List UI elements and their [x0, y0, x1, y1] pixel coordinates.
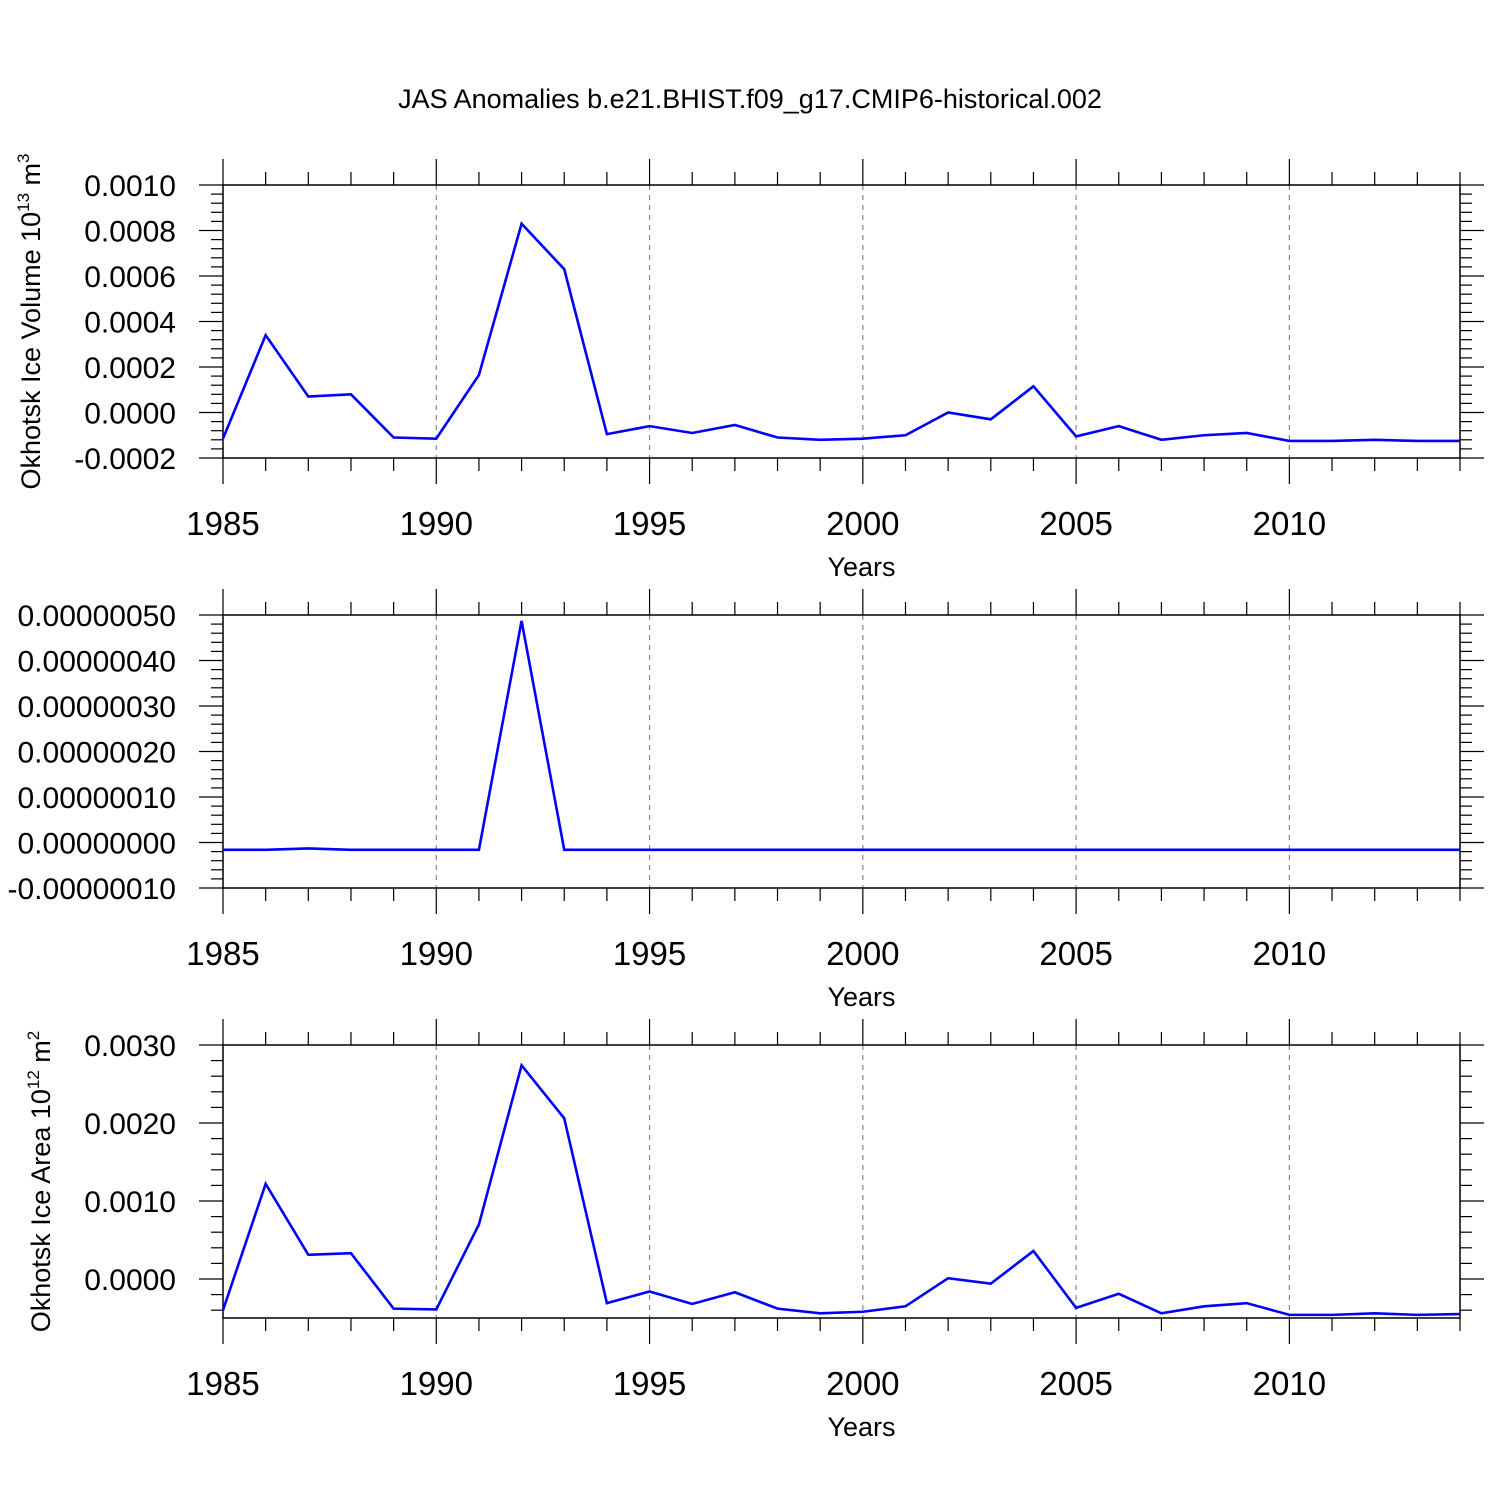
x-tick-label: 1995 — [613, 505, 686, 542]
x-tick-label: 2010 — [1253, 935, 1326, 972]
y-tick-label: 0.00000010 — [18, 782, 177, 815]
y-tick-label: 0.00000040 — [18, 646, 177, 679]
y-tick-label: 0.0000 — [84, 398, 176, 431]
x-tick-label: 2005 — [1039, 505, 1112, 542]
chart-panel-2: 1985 1990 1995 2000 2005 2010 -0.00000010 0.000… — [8, 589, 1484, 1012]
x-tick-label: 2010 — [1253, 505, 1326, 542]
x-tick-label: 1985 — [186, 505, 259, 542]
y-tick-label: 0.0020 — [84, 1108, 176, 1141]
series-line — [221, 1062, 1461, 1317]
x-tick-label: 1990 — [400, 505, 473, 542]
series-line — [223, 620, 1460, 852]
x-tick-label: 2000 — [826, 505, 899, 542]
x-axis-label: Years — [827, 552, 895, 582]
x-tick-label: 1985 — [186, 935, 259, 972]
x-tick-label: 1990 — [400, 935, 473, 972]
y-tick-label: 0.0030 — [84, 1030, 176, 1063]
y-tick-label: 0.0010 — [84, 1186, 176, 1219]
y-axis-label: Okhotsk Ice Volume 1013 m3 — [14, 153, 46, 489]
x-tick-label: 1995 — [613, 935, 686, 972]
y-tick-label: -0.00000010 — [8, 873, 177, 906]
x-tick-label: 2005 — [1039, 935, 1112, 972]
y-tick-label: 0.0002 — [84, 352, 176, 385]
chart-panel-1: 1985 1990 1995 2000 2005 2010 -0.0002 0.0000 0.0… — [14, 153, 1484, 582]
y-tick-label: 0.00000050 — [18, 600, 177, 633]
plot-frame — [222, 614, 1461, 889]
x-axis-label: Years — [827, 982, 895, 1012]
y-tick-label: 0.00000020 — [18, 737, 177, 770]
x-tick-label: 2000 — [826, 1365, 899, 1402]
y-tick-label: 0.0010 — [84, 170, 176, 203]
y-tick-label: 0.0006 — [84, 261, 176, 294]
x-tick-label: 2010 — [1253, 1365, 1326, 1402]
x-tick-label: 1985 — [186, 1365, 259, 1402]
y-tick-label: 0.0008 — [84, 216, 176, 249]
x-tick-label: 2005 — [1039, 1365, 1112, 1402]
y-tick-label: 0.00000000 — [18, 828, 177, 861]
plot-frame — [222, 184, 1461, 459]
y-tick-label: 0.0000 — [84, 1264, 176, 1297]
x-axis-label: Years — [827, 1412, 895, 1442]
chart-title: JAS Anomalies b.e21.BHIST.f09_g17.CMIP6-… — [398, 84, 1102, 114]
y-tick-label: 0.00000030 — [18, 691, 177, 724]
panels: 1985 1990 1995 2000 2005 2010 -0.0002 0.0000 0.0… — [8, 153, 1484, 1442]
y-axis-label: Okhotsk Ice Area 1012 m2 — [24, 1031, 56, 1333]
x-tick-label: 1990 — [400, 1365, 473, 1402]
chart-panel-3: 1985 1990 1995 2000 2005 2010 0.0000 0.0010 0.00… — [24, 1019, 1484, 1442]
y-tick-label: -0.0002 — [74, 443, 176, 476]
series-line — [221, 221, 1460, 443]
y-tick-label: 0.0004 — [84, 307, 176, 340]
x-tick-label: 1995 — [613, 1365, 686, 1402]
plot-frame — [222, 1044, 1461, 1319]
x-tick-label: 2000 — [826, 935, 899, 972]
